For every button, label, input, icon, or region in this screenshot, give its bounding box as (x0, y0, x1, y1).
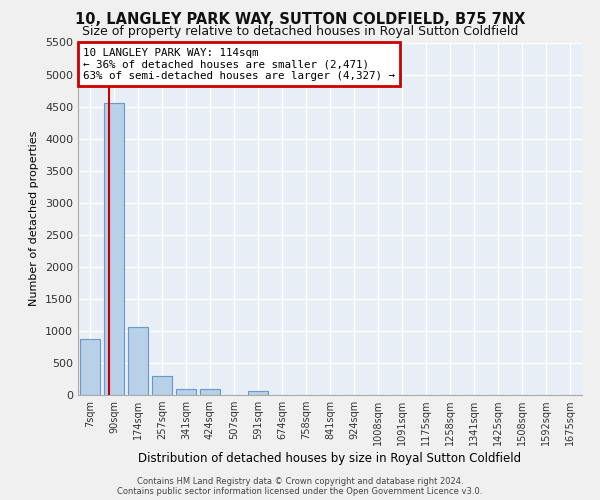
Text: 10 LANGLEY PARK WAY: 114sqm
← 36% of detached houses are smaller (2,471)
63% of : 10 LANGLEY PARK WAY: 114sqm ← 36% of det… (83, 48, 395, 81)
Bar (152, 376, 172, 395)
Bar (104, 102, 124, 395)
Bar (200, 388, 220, 395)
Bar (128, 327, 148, 395)
Text: Contains HM Land Registry data © Crown copyright and database right 2024.
Contai: Contains HM Land Registry data © Crown c… (118, 476, 482, 496)
Text: 10, LANGLEY PARK WAY, SUTTON COLDFIELD, B75 7NX: 10, LANGLEY PARK WAY, SUTTON COLDFIELD, … (75, 12, 525, 28)
Y-axis label: Number of detached properties: Number of detached properties (29, 131, 40, 306)
Text: Size of property relative to detached houses in Royal Sutton Coldfield: Size of property relative to detached ho… (82, 25, 518, 38)
Bar (80, 339, 100, 395)
Bar (248, 391, 268, 395)
Bar (176, 388, 196, 395)
X-axis label: Distribution of detached houses by size in Royal Sutton Coldfield: Distribution of detached houses by size … (139, 452, 521, 466)
